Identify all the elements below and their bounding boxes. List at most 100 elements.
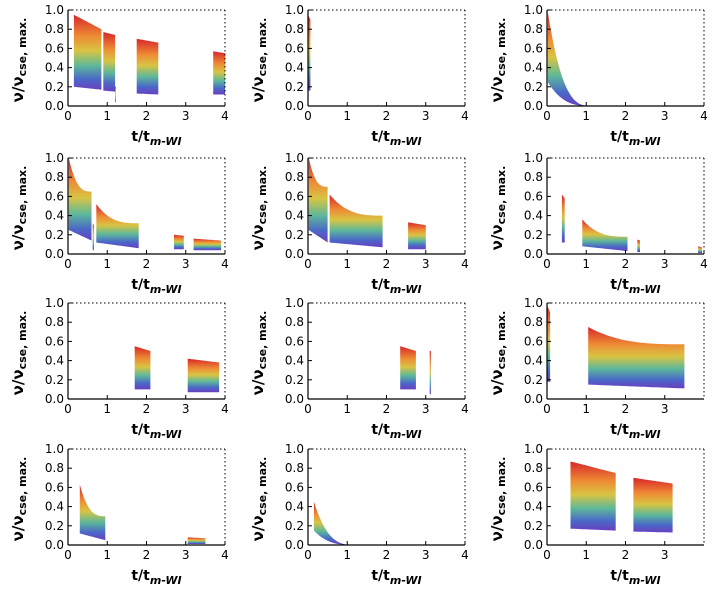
panel-row2-col1: 0 1 2 3 4 0.0 0.2 0.4 0.6 0.8 1.0 t/tm-WI ν/νcse, ma… xyxy=(9,151,229,296)
x-tick-label: 0 xyxy=(64,257,72,271)
y-axis-label-main: ν/ν xyxy=(9,224,27,250)
y-axis-label: ν/νcse, max. xyxy=(9,311,29,396)
x-tick-label: 3 xyxy=(182,402,190,416)
y-tick-label: 0.2 xyxy=(524,80,543,94)
x-tick-label: 2 xyxy=(383,257,391,271)
y-tick-label: 0.4 xyxy=(45,500,64,514)
x-axis-label-main: t/t xyxy=(371,129,390,145)
x-tick-label: 3 xyxy=(182,548,190,562)
y-tick-label: 0.0 xyxy=(285,247,304,261)
x-axis-label-main: t/t xyxy=(610,422,629,438)
x-tick-label: 3 xyxy=(661,257,669,271)
y-axis-label-sub: cse, max. xyxy=(256,18,269,77)
x-tick-label: 2 xyxy=(143,548,151,562)
band-row1-col1-0 xyxy=(73,14,102,90)
x-tick-label: 1 xyxy=(582,402,590,416)
x-axis-label: t/tm-WI xyxy=(131,277,181,296)
x-tick-label: 2 xyxy=(622,257,630,271)
y-tick-label: 0.4 xyxy=(45,354,64,368)
y-axis-label-sub: cse, max. xyxy=(16,166,29,225)
x-tick-label: 0 xyxy=(304,548,312,562)
y-tick-label: 1.0 xyxy=(45,296,64,310)
y-axis-label-main: ν/ν xyxy=(249,369,267,395)
x-tick-label: 2 xyxy=(383,109,391,123)
y-tick-label: 1.0 xyxy=(524,442,543,456)
y-tick-label: 0.2 xyxy=(524,519,543,533)
x-tick-label: 1 xyxy=(582,109,590,123)
y-tick-label: 1.0 xyxy=(45,3,64,17)
band-row2-col1-2 xyxy=(96,204,139,249)
y-tick-label: 0.8 xyxy=(45,461,64,475)
y-axis-label-sub: cse, max. xyxy=(495,457,508,516)
x-tick-label: 2 xyxy=(383,402,391,416)
x-axis-label-main: t/t xyxy=(371,422,390,438)
x-axis-label-main: t/t xyxy=(131,277,150,293)
y-tick-label: 0.0 xyxy=(524,392,543,406)
y-tick-label: 0.8 xyxy=(524,315,543,329)
band-row2-col3-3 xyxy=(698,246,702,253)
y-tick-label: 0.8 xyxy=(285,170,304,184)
band-row2-col1-0 xyxy=(68,158,92,241)
x-tick-label: 1 xyxy=(103,548,111,562)
y-tick-label: 0.0 xyxy=(524,538,543,552)
band-row3-col3-0 xyxy=(547,304,551,382)
y-axis-label-sub: cse, max. xyxy=(495,166,508,225)
x-tick-label: 0 xyxy=(304,257,312,271)
y-tick-label: 0.6 xyxy=(285,41,304,55)
x-tick-label: 0 xyxy=(304,109,312,123)
x-axis-label-sub: m-WI xyxy=(390,428,422,441)
x-tick-label: 1 xyxy=(343,548,351,562)
band-row2-col1-3 xyxy=(174,234,184,250)
band-row2-col2-0 xyxy=(308,158,328,243)
x-tick-label: 1 xyxy=(343,257,351,271)
x-tick-label: 0 xyxy=(543,257,551,271)
y-axis-label-main: ν/ν xyxy=(9,515,27,541)
y-tick-label: 0.0 xyxy=(524,99,543,113)
y-axis-label: ν/νcse, max. xyxy=(488,166,508,251)
y-axis-label-sub: cse, max. xyxy=(16,311,29,370)
band-row4-col3-1 xyxy=(633,477,673,533)
x-axis-label: t/tm-WI xyxy=(131,129,181,148)
panel-row3-col1: 0 1 2 3 4 0.0 0.2 0.4 0.6 0.8 1.0 t/tm-WI ν/νcse, ma… xyxy=(9,296,229,441)
y-tick-label: 0.8 xyxy=(285,315,304,329)
x-tick-label: 4 xyxy=(461,402,469,416)
x-axis-label: t/tm-WI xyxy=(610,568,660,587)
y-tick-label: 1.0 xyxy=(285,442,304,456)
band-row1-col1-2 xyxy=(115,86,116,103)
band-row3-col1-0 xyxy=(134,346,151,390)
x-axis-label-sub: m-WI xyxy=(390,135,422,148)
y-tick-label: 0.2 xyxy=(45,80,64,94)
y-tick-label: 0.8 xyxy=(285,22,304,36)
y-tick-label: 0.2 xyxy=(285,80,304,94)
x-tick-label: 4 xyxy=(461,109,469,123)
y-axis-label: ν/νcse, max. xyxy=(9,457,29,542)
panel-row3-col2: 0 1 2 3 4 0.0 0.2 0.4 0.6 0.8 1.0 t/tm-WI ν/νcse, ma… xyxy=(249,296,469,441)
x-tick-label: 3 xyxy=(661,402,669,416)
y-tick-label: 0.6 xyxy=(45,41,64,55)
y-tick-label: 0.2 xyxy=(285,228,304,242)
y-axis-label-main: ν/ν xyxy=(249,515,267,541)
x-tick-label: 0 xyxy=(543,109,551,123)
x-axis-label-main: t/t xyxy=(610,568,629,584)
band-row1-col1-4 xyxy=(213,51,225,95)
y-tick-label: 0.2 xyxy=(285,519,304,533)
panel-row3-col3: 0 1 2 3 0.0 0.2 0.4 0.6 0.8 1.0 t/tm-WI ν/νcse, max… xyxy=(488,296,705,441)
x-axis-label-main: t/t xyxy=(131,422,150,438)
y-axis-label: ν/νcse, max. xyxy=(249,311,269,396)
x-axis-label-sub: m-WI xyxy=(150,135,182,148)
band-row2-col1-4 xyxy=(193,238,222,251)
x-tick-label: 2 xyxy=(622,548,630,562)
y-tick-label: 0.4 xyxy=(524,500,543,514)
x-tick-label: 2 xyxy=(622,402,630,416)
y-axis-label: ν/νcse, max. xyxy=(9,166,29,251)
y-tick-label: 0.0 xyxy=(285,392,304,406)
y-tick-label: 0.6 xyxy=(45,189,64,203)
band-row1-col1-3 xyxy=(136,38,159,95)
x-axis-label-sub: m-WI xyxy=(629,428,661,441)
band-row2-col1-1 xyxy=(92,223,94,251)
x-axis-label: t/tm-WI xyxy=(610,422,660,441)
x-tick-label: 1 xyxy=(582,548,590,562)
y-tick-label: 0.0 xyxy=(45,99,64,113)
x-tick-label: 0 xyxy=(543,548,551,562)
y-axis-label-sub: cse, max. xyxy=(495,18,508,77)
